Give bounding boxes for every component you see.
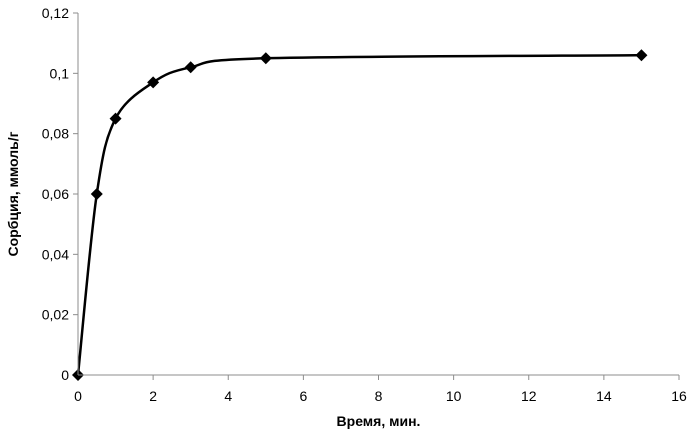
data-point bbox=[259, 52, 272, 65]
x-tick-label: 16 bbox=[671, 388, 687, 404]
y-tick-label: 0,02 bbox=[42, 307, 69, 323]
x-tick-label: 2 bbox=[149, 388, 157, 404]
y-tick-label: 0,08 bbox=[42, 126, 69, 142]
x-tick-label: 14 bbox=[596, 388, 612, 404]
y-tick-label: 0,1 bbox=[50, 65, 70, 81]
data-point bbox=[109, 112, 122, 125]
series-markers bbox=[72, 49, 648, 381]
data-point bbox=[147, 76, 160, 89]
x-axis-tick-labels: 0 2 4 6 8 10 12 14 16 bbox=[74, 388, 687, 404]
y-tick-label: 0,12 bbox=[42, 5, 69, 21]
x-tick-label: 8 bbox=[375, 388, 383, 404]
y-axis-tick-labels: 0 0,02 0,04 0,06 0,08 0,1 0,12 bbox=[42, 5, 69, 383]
data-point bbox=[184, 61, 197, 74]
data-point bbox=[90, 188, 103, 200]
data-point bbox=[635, 49, 648, 62]
x-tick-label: 12 bbox=[521, 388, 537, 404]
x-tick-label: 0 bbox=[74, 388, 82, 404]
series-line bbox=[76, 53, 642, 376]
y-tick-label: 0 bbox=[61, 367, 69, 383]
x-axis-title: Время, мин. bbox=[337, 413, 421, 429]
x-tick-label: 6 bbox=[299, 388, 307, 404]
y-axis-title: Сорбция, ммоль/г bbox=[5, 131, 21, 256]
x-tick-label: 10 bbox=[446, 388, 462, 404]
x-axis-ticks bbox=[77, 375, 680, 380]
y-tick-label: 0,06 bbox=[42, 186, 69, 202]
x-tick-label: 4 bbox=[224, 388, 232, 404]
y-tick-label: 0,04 bbox=[42, 246, 69, 262]
y-axis-ticks bbox=[73, 12, 78, 376]
